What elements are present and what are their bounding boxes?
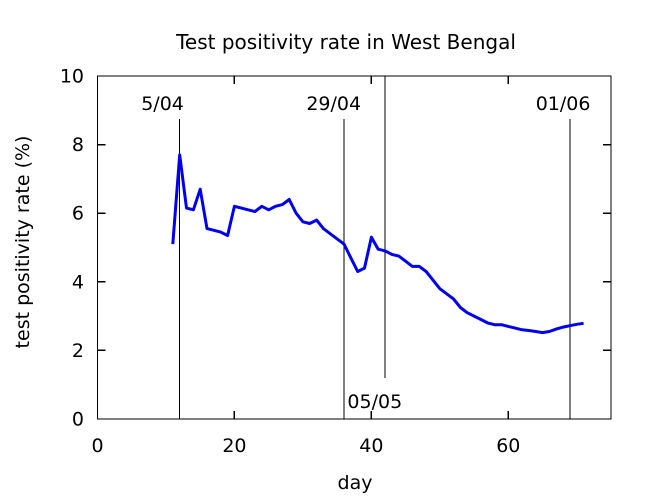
annotation-label: 01/06 xyxy=(536,93,591,115)
annotation-label: 05/05 xyxy=(347,391,402,413)
x-tick-label: 60 xyxy=(496,435,520,457)
x-tick-label: 40 xyxy=(359,435,383,457)
x-tick-label: 0 xyxy=(91,435,103,457)
chart-title: Test positivity rate in West Bengal xyxy=(175,30,516,54)
x-axis-label: day xyxy=(338,472,373,494)
y-axis-label: test positivity rate (%) xyxy=(12,136,34,349)
y-axis-ticks: 0 2 4 6 8 10 xyxy=(60,66,611,431)
plot-frame xyxy=(96,75,612,420)
date-annotations: 5/04 29/04 05/05 01/06 xyxy=(141,76,590,419)
y-tick-label: 10 xyxy=(60,66,84,88)
y-tick-label: 4 xyxy=(72,271,84,293)
x-tick-label: 20 xyxy=(222,435,246,457)
y-tick-label: 6 xyxy=(72,203,84,225)
x-axis-ticks: 0 20 40 60 xyxy=(91,76,520,457)
annotation-label: 5/04 xyxy=(141,93,184,115)
positivity-rate-line xyxy=(171,153,584,335)
y-tick-label: 8 xyxy=(72,134,84,156)
y-tick-label: 2 xyxy=(72,340,84,362)
annotation-label: 29/04 xyxy=(306,93,361,115)
y-tick-label: 0 xyxy=(72,409,84,431)
